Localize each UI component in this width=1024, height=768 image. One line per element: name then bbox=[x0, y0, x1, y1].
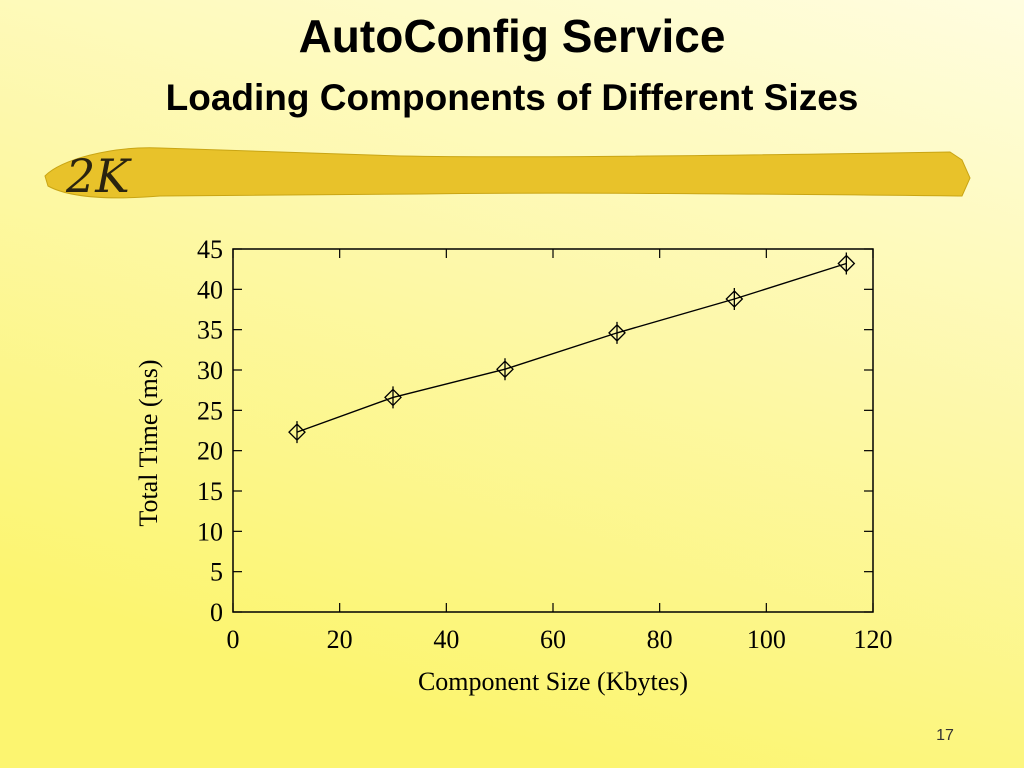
marker bbox=[496, 358, 514, 381]
y-tick-label: 0 bbox=[210, 598, 223, 627]
y-tick-label: 5 bbox=[210, 558, 223, 587]
x-tick-label: 100 bbox=[747, 625, 786, 654]
x-tick-label: 0 bbox=[227, 625, 240, 654]
y-tick-label: 20 bbox=[197, 437, 223, 466]
y-tick-label: 15 bbox=[197, 477, 223, 506]
data-line bbox=[296, 262, 847, 433]
plot: 0 5 10 15 20 25 30 35 40 45 0 20 40 60 80 100 120 bbox=[197, 235, 893, 654]
y-tick-label: 30 bbox=[197, 356, 223, 385]
x-tick-label: 120 bbox=[854, 625, 893, 654]
x-tick-label: 40 bbox=[433, 625, 459, 654]
y-tick-label: 40 bbox=[197, 275, 223, 304]
logo: 2K bbox=[65, 149, 132, 203]
x-tick-label: 60 bbox=[540, 625, 566, 654]
x-axis-label: Component Size (Kbytes) bbox=[418, 667, 688, 696]
y-tick-label: 10 bbox=[197, 517, 223, 546]
x-tick-label: 20 bbox=[327, 625, 353, 654]
y-tick-label: 45 bbox=[197, 235, 223, 264]
y-axis-label: Total Time (ms) bbox=[134, 359, 163, 526]
page-number: 17 bbox=[936, 727, 954, 744]
y-tick-label: 35 bbox=[197, 316, 223, 345]
marker bbox=[288, 421, 306, 444]
marker bbox=[725, 288, 744, 311]
marker bbox=[837, 252, 856, 275]
marker bbox=[384, 386, 402, 409]
slide-subtitle: Loading Components of Different Sizes bbox=[166, 77, 859, 118]
slide-title: AutoConfig Service bbox=[299, 10, 726, 62]
brush-banner bbox=[44, 147, 971, 199]
y-tick-label: 25 bbox=[197, 396, 223, 425]
x-tick-label: 80 bbox=[647, 625, 673, 654]
marker bbox=[608, 321, 626, 344]
